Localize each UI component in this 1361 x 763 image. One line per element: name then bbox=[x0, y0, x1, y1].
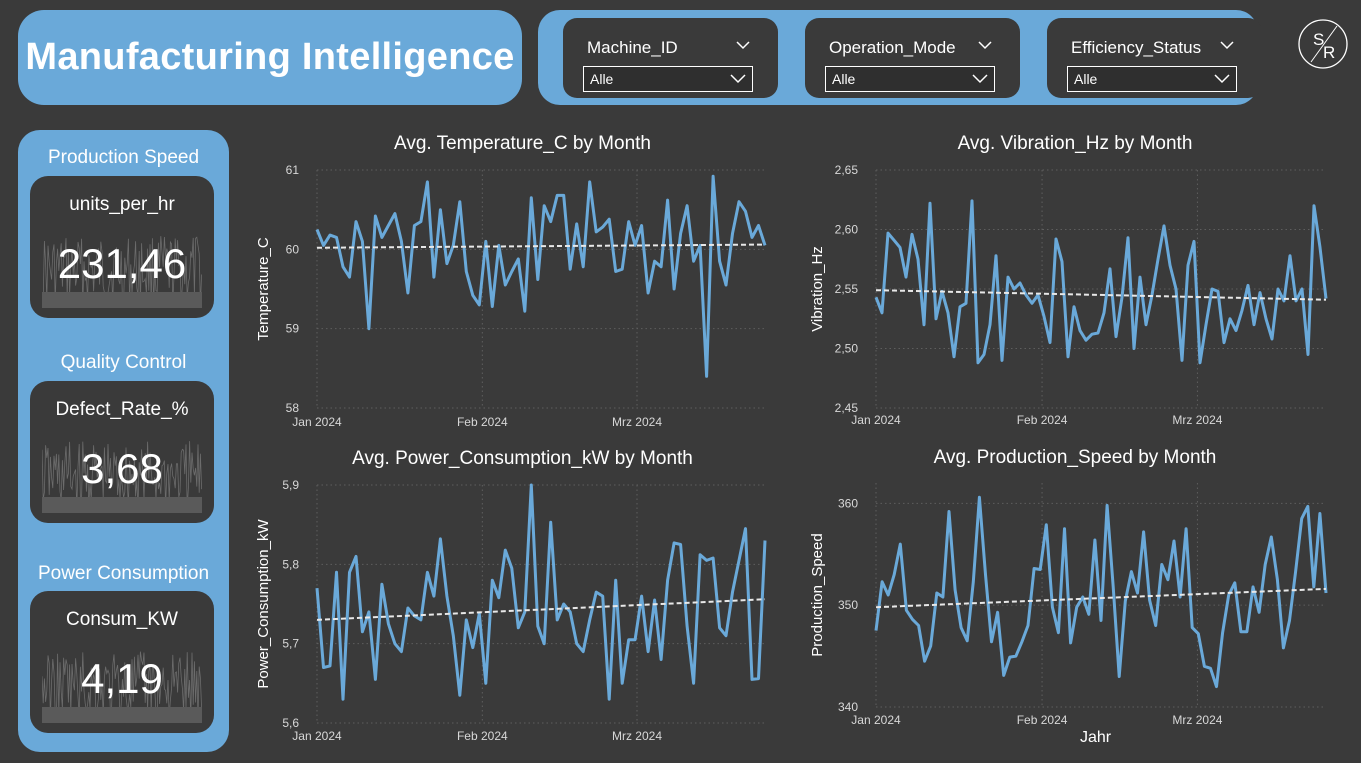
y-axis-label: Temperature_C bbox=[255, 237, 272, 341]
sparkline-background bbox=[42, 651, 202, 723]
sparkline-base bbox=[42, 292, 202, 308]
kpi-title: Production Speed bbox=[47, 147, 200, 168]
x-tick-label: Mrz 2024 bbox=[1172, 713, 1222, 727]
title-banner: Manufacturing Intelligence bbox=[18, 10, 522, 105]
y-axis-label: Vibration_Hz bbox=[809, 246, 826, 332]
chart-title: Avg. Temperature_C by Month bbox=[394, 133, 651, 154]
kpi-card-quality-control: Defect_Rate_% 3,68 bbox=[30, 381, 214, 523]
operation-mode-select[interactable]: Alle bbox=[825, 66, 995, 92]
select-value: Alle bbox=[1074, 71, 1098, 87]
y-tick-label: 2,55 bbox=[835, 282, 859, 296]
y-tick-label: 61 bbox=[286, 163, 300, 177]
series-line bbox=[874, 199, 1328, 365]
x-tick-label: Jan 2024 bbox=[851, 413, 901, 427]
trend-line bbox=[316, 243, 766, 249]
select-value: Alle bbox=[590, 71, 614, 87]
y-tick-label: 59 bbox=[286, 322, 300, 336]
kpi-card-production-speed: units_per_hr 231,46 bbox=[30, 176, 214, 318]
filter-label: Operation_Mode bbox=[829, 38, 956, 57]
svg-text:R: R bbox=[1323, 43, 1335, 62]
sparkline-base bbox=[42, 497, 202, 513]
chart-vibration: Avg. Vibration_Hz by Month 2,45 2,50 2,55 2… bbox=[800, 130, 1350, 440]
series-line bbox=[315, 174, 767, 378]
y-tick-label: 5,7 bbox=[282, 637, 299, 651]
chart-svg: 58 59 60 61 Jan 2024 Feb 2024 Mrz 2024 Temperat… bbox=[255, 163, 767, 429]
y-axis-label: Production_Speed bbox=[809, 533, 826, 656]
y-tick-label: 58 bbox=[286, 401, 300, 415]
kpi-label: units_per_hr bbox=[69, 194, 175, 215]
chart-power-consumption: Avg. Power_Consumption_kW by Month 5,6 5,… bbox=[250, 445, 795, 755]
x-tick-label: Feb 2024 bbox=[457, 415, 508, 429]
select-value: Alle bbox=[832, 71, 856, 87]
y-tick-label: 360 bbox=[838, 496, 858, 510]
filter-operation-mode[interactable]: Operation_Mode Alle bbox=[805, 18, 1020, 98]
kpi-panel: Production Speed units_per_hr 231,46 Qua… bbox=[18, 130, 229, 752]
machine-id-select[interactable]: Alle bbox=[583, 66, 753, 92]
y-tick-label: 350 bbox=[838, 598, 858, 612]
sparkline-base bbox=[42, 707, 202, 723]
x-tick-label: Jan 2024 bbox=[292, 415, 342, 429]
filter-efficiency-status[interactable]: Efficiency_Status Alle bbox=[1047, 18, 1262, 98]
y-tick-label: 5,9 bbox=[282, 478, 299, 492]
sparkline-background bbox=[42, 236, 202, 308]
y-axis-label: Power_Consumption_kW bbox=[255, 519, 272, 689]
x-tick-label: Feb 2024 bbox=[1017, 713, 1068, 727]
filter-machine-id[interactable]: Machine_ID Alle bbox=[563, 18, 778, 98]
kpi-label: Defect_Rate_% bbox=[55, 399, 189, 420]
kpi-label: Consum_KW bbox=[66, 609, 178, 630]
x-tick-label: Mrz 2024 bbox=[1172, 413, 1222, 427]
sparkline bbox=[42, 651, 202, 720]
x-axis-name: Jahr bbox=[1080, 729, 1112, 746]
chevron-down-icon[interactable] bbox=[1220, 40, 1234, 50]
chevron-down-icon[interactable] bbox=[730, 74, 746, 84]
y-tick-label: 2,60 bbox=[835, 223, 859, 237]
kpi-value: 231,46 bbox=[57, 240, 187, 287]
y-tick-label: 2,65 bbox=[835, 163, 859, 177]
chevron-down-icon[interactable] bbox=[972, 74, 988, 84]
kpi-card-power-consumption: Consum_KW 4,19 bbox=[30, 591, 214, 733]
chart-title: Avg. Production_Speed by Month bbox=[933, 447, 1217, 468]
x-tick-label: Feb 2024 bbox=[1017, 413, 1068, 427]
trend-line bbox=[875, 587, 1327, 609]
logo-icon: S R bbox=[1298, 19, 1348, 69]
kpi-value: 4,19 bbox=[81, 655, 163, 702]
filter-bar: Machine_ID Alle Operation_Mode Alle Effi… bbox=[538, 10, 1262, 105]
kpi-value: 3,68 bbox=[81, 445, 163, 492]
y-tick-label: 60 bbox=[286, 242, 300, 256]
x-tick-label: Mrz 2024 bbox=[612, 729, 662, 743]
svg-text:S: S bbox=[1313, 30, 1324, 49]
chart-svg: 5,6 5,7 5,8 5,9 Jan 2024 Feb 2024 Mrz 2024 Powe… bbox=[255, 478, 767, 743]
chart-title: Avg. Power_Consumption_kW by Month bbox=[352, 448, 693, 469]
kpi-title: Power Consumption bbox=[37, 563, 210, 584]
chevron-down-icon[interactable] bbox=[1214, 74, 1230, 84]
y-tick-label: 2,50 bbox=[835, 342, 859, 356]
filter-label: Efficiency_Status bbox=[1071, 38, 1202, 57]
filter-label: Machine_ID bbox=[587, 38, 678, 57]
x-tick-label: Feb 2024 bbox=[457, 729, 508, 743]
series-line bbox=[874, 495, 1328, 689]
x-tick-label: Jan 2024 bbox=[851, 713, 901, 727]
trend-line bbox=[316, 598, 766, 621]
y-tick-label: 5,8 bbox=[282, 557, 299, 571]
y-tick-label: 2,45 bbox=[835, 401, 859, 415]
page-title: Manufacturing Intelligence bbox=[25, 36, 515, 78]
sparkline bbox=[42, 441, 202, 509]
kpi-title: Quality Control bbox=[60, 352, 187, 373]
x-tick-label: Jan 2024 bbox=[292, 729, 342, 743]
series-line bbox=[315, 483, 767, 701]
sparkline bbox=[42, 236, 202, 306]
chart-temperature: Avg. Temperature_C by Month 58 59 60 61 Jan … bbox=[250, 130, 795, 440]
y-tick-label: 340 bbox=[838, 700, 858, 714]
sparkline-background bbox=[42, 441, 202, 513]
chart-title: Avg. Vibration_Hz by Month bbox=[957, 133, 1193, 154]
y-tick-label: 5,6 bbox=[282, 716, 299, 730]
trend-line bbox=[875, 289, 1327, 301]
x-tick-label: Mrz 2024 bbox=[612, 415, 662, 429]
chart-production-speed: Avg. Production_Speed by Month 340 350 360… bbox=[800, 445, 1350, 730]
chart-svg: 2,45 2,50 2,55 2,60 2,65 Jan 2024 Feb 2024 Mrz … bbox=[809, 163, 1328, 427]
chevron-down-icon[interactable] bbox=[736, 40, 750, 50]
efficiency-status-select[interactable]: Alle bbox=[1067, 66, 1237, 92]
chevron-down-icon[interactable] bbox=[978, 40, 992, 50]
chart-svg: 340 350 360 Jan 2024 Feb 2024 Mrz 2024 Product… bbox=[809, 483, 1328, 727]
